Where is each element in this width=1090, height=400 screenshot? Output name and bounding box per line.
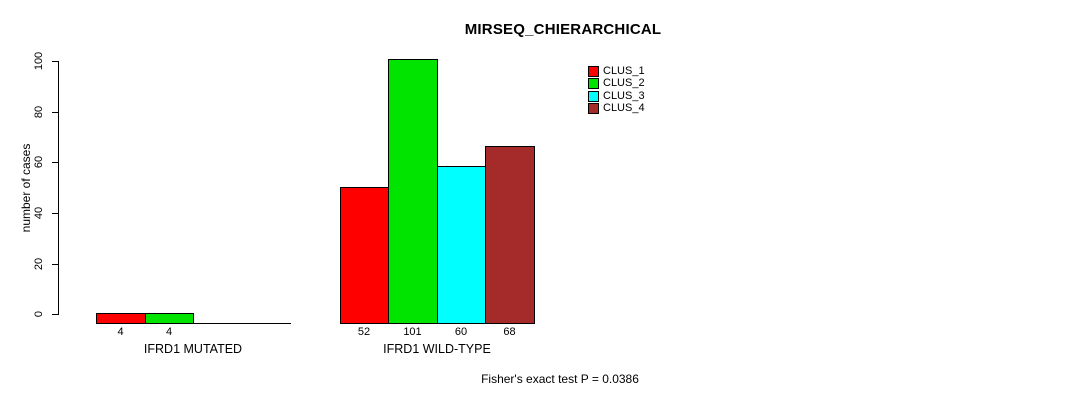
y-axis-line [58,61,59,315]
y-axis-tick-label: 80 [33,105,45,119]
legend-label: CLUS_2 [603,77,645,89]
bar-clus_3 [437,166,486,324]
legend-swatch-clus_3 [588,91,599,102]
y-axis-tick-label: 40 [33,206,45,220]
legend-label: CLUS_3 [603,90,645,102]
chart-title: MIRSEQ_CHIERARCHICAL [464,21,662,38]
bar-value-label: 4 [117,326,124,338]
bar-clus_1 [96,313,146,324]
x-axis-group-label: IFRD1 WILD-TYPE [383,342,491,356]
y-axis-tick-label: 0 [33,310,45,318]
y-axis-tick [52,112,59,113]
legend-label: CLUS_1 [603,65,645,77]
bar-clus_2 [145,313,194,324]
bar-value-label: 52 [357,326,371,338]
bar-value-label: 4 [165,326,173,338]
legend-label: CLUS_4 [603,102,645,114]
y-axis-tick-label: 100 [33,51,45,71]
bar-value-label: 101 [403,326,422,338]
y-axis-tick [52,314,59,315]
y-axis-tick [52,162,59,163]
annotation-text: Fisher's exact test P = 0.0386 [481,372,639,386]
y-axis-tick-label: 20 [33,257,45,271]
y-axis-tick [52,264,59,265]
y-axis-tick-label: 60 [33,155,45,169]
bar-clus_1 [340,187,389,324]
y-axis-tick [52,213,59,214]
bar-value-label: 60 [454,326,468,338]
y-axis-tick [52,61,59,62]
bar-value-label: 68 [503,326,516,338]
bar-clus_2 [388,59,438,324]
legend-swatch-clus_2 [588,78,599,89]
legend-swatch-clus_4 [588,103,599,114]
legend-swatch-clus_1 [588,66,599,77]
x-axis-group-label: IFRD1 MUTATED [143,342,243,356]
bar-clus_4 [485,146,535,324]
